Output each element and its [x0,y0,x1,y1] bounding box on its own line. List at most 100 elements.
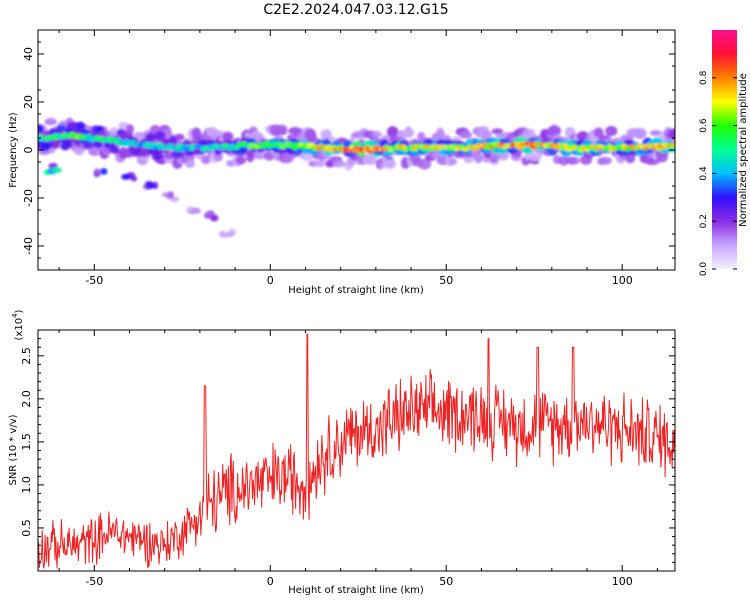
svg-text:(x104): (x104) [11,309,25,340]
spectral-blob [605,125,618,137]
spectral-blob [671,144,675,149]
colorbar-tick-label: 0.2 [699,214,709,228]
spectral-blob [97,130,107,138]
snr-y-axis-label: SNR (10 * v/v) [8,414,19,485]
spectral-blob [593,127,604,138]
spectral-blob [44,118,57,126]
colorbar-tick-label: 0.0 [699,262,709,277]
spectral-blob [153,150,163,160]
y-tick-label: 2.5 [20,347,33,365]
spectral-blob [82,142,94,149]
spectral-blob [42,142,54,149]
spectral-blob [649,129,662,137]
spectral-blob [632,127,647,140]
spectral-blob [448,158,458,166]
y-tick-label: 0 [22,147,35,154]
spectral-blob [417,131,426,142]
spectral-blob [436,127,445,139]
spectral-blob [314,159,326,168]
spectral-blob [191,207,201,214]
colorbar-label: Normalized spectral amplitude [738,73,749,227]
spectral-blob [121,173,131,180]
x-tick-label: 0 [267,274,274,287]
spectral-blob [386,126,399,138]
y-tick-label: -40 [22,237,35,255]
spectral-blob [185,159,195,168]
spectrogram-x-ticks: -50 0 50 100 [58,30,658,287]
colorbar-tick-label: 0.4 [699,166,709,181]
spectrogram-x-axis-label: Height of straight line (km) [288,285,424,296]
spectral-blob [145,182,156,189]
spectral-blob [402,127,415,138]
spectrogram-panel: -50 0 50 100 40 20 0 -20 -40 Height of straight… [8,29,676,296]
spectral-blob [263,151,275,161]
y-tick-label: 0.5 [20,519,33,537]
spectral-blob [174,133,185,141]
chart-title: C2E2.2024.047.03.12.G15 [263,2,448,18]
x-tick-label: 50 [439,274,453,287]
spectral-blob [547,125,562,137]
spectral-blob [562,143,569,148]
colorbar-ticks: 0.0 0.2 0.4 0.6 0.8 [699,70,737,276]
spectral-blob [163,127,172,139]
y-tick-label: -20 [22,189,35,207]
spectral-blob [598,156,612,165]
x-tick-label: 100 [612,274,633,287]
colorbar: 0.0 0.2 0.4 0.6 0.8 Normalized spectral ampl… [699,30,749,276]
snr-panel: -50 0 50 100 0.5 1.0 1.5 2.0 2.5 Height of stra… [8,309,676,596]
y-tick-label: 1.0 [20,476,33,494]
spectral-blob [567,156,580,165]
spectral-blob [417,158,432,170]
spectral-blob [304,128,316,140]
spectral-blob [491,128,504,135]
spectral-blob [209,214,219,222]
spectral-blob [134,131,144,139]
spectral-blob [473,151,483,164]
spectral-blob [459,130,472,139]
spectral-blob [125,124,134,135]
snr-y-ticks: 0.5 1.0 1.5 2.0 2.5 [20,338,675,563]
y-tick-label: 1.5 [20,433,33,451]
spectral-blob [51,167,62,174]
x-tick-label: -50 [85,575,103,588]
snr-multiplier-exponent: 4 [11,313,19,318]
colorbar-tick-label: 0.6 [699,118,709,133]
x-tick-label: 100 [612,575,633,588]
colorbar-tick-label: 0.8 [699,70,709,85]
spectral-blob [99,168,108,175]
spectral-blob [93,168,101,176]
snr-x-ticks: -50 0 50 100 [58,330,658,588]
spectral-blob [200,155,211,165]
spectrogram-y-axis-label: Frequency (Hz) [8,112,19,188]
spectrogram-y-ticks: 40 20 0 -20 -40 [22,41,675,259]
spectral-blob [364,153,377,166]
y-tick-label: 40 [22,47,35,61]
spectral-blob [56,124,67,131]
spectral-blob [528,150,543,162]
spectral-blob [645,158,660,166]
spectral-blob [61,139,73,149]
y-tick-label: 2.0 [20,390,33,408]
snr-multiplier: (x104) [11,309,25,340]
spectral-blob [226,231,235,238]
spectral-blob [154,131,166,141]
spectral-blob [483,130,492,140]
spectral-blob [276,124,288,134]
spectral-blob [156,142,164,147]
spectral-blob [238,146,248,154]
snr-x-axis-label: Height of straight line (km) [288,585,424,596]
spectral-blob [145,133,156,140]
snr-multiplier-base: (x10 [14,318,25,341]
spectral-blob [558,156,570,166]
spectral-blob [235,155,247,165]
spectral-blob [170,196,180,202]
x-tick-label: 50 [439,575,453,588]
spectral-blob [320,129,332,141]
spectral-blob [332,160,346,168]
x-tick-label: 0 [267,575,274,588]
colorbar-gradient [712,30,737,269]
snr-multiplier-close: ) [14,309,25,313]
spectrogram-heatmap [38,117,675,238]
snr-series-line [38,333,675,569]
